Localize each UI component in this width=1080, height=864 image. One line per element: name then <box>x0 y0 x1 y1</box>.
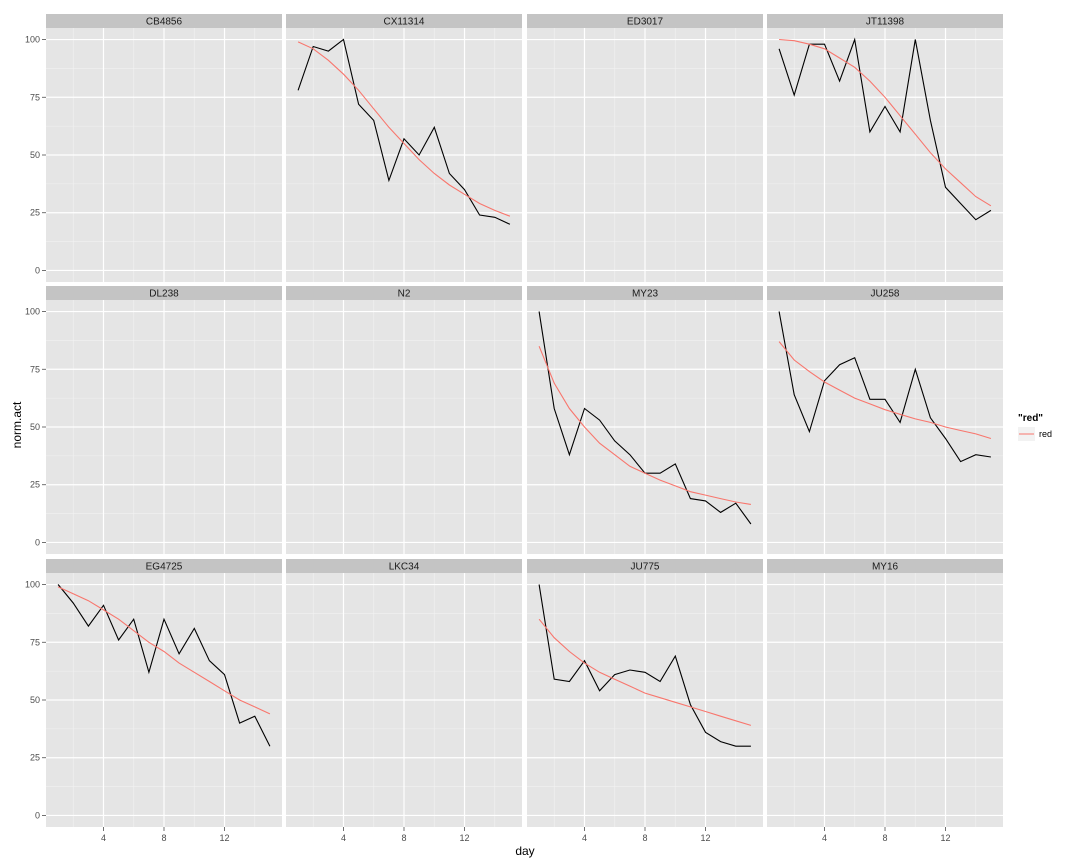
facet-strip-label: JT11398 <box>866 17 905 28</box>
facet-strip-label: CX11314 <box>384 17 425 28</box>
facet-panel: CX11314 <box>286 14 522 282</box>
facet-strip-label: JU258 <box>871 289 900 300</box>
y-tick-label: 100 <box>25 307 40 317</box>
facet-strip <box>527 14 763 28</box>
x-tick-label: 12 <box>941 833 951 843</box>
facet-panel: EG4725 <box>46 559 282 827</box>
x-tick-label: 12 <box>701 833 711 843</box>
y-tick-label: 25 <box>30 480 40 490</box>
x-tick-label: 8 <box>401 833 406 843</box>
fit-series-line <box>779 38 992 207</box>
facet-strip <box>527 559 763 573</box>
facet-panel: JT11398 <box>767 14 1003 282</box>
legend-title: "red" <box>1018 413 1043 424</box>
x-tick-label: 12 <box>220 833 230 843</box>
facet-strip <box>767 559 1003 573</box>
y-tick-label: 50 <box>30 150 40 160</box>
facet-panel: LKC34 <box>286 559 522 827</box>
observed-series-line <box>778 311 991 463</box>
facet-strip <box>527 286 763 300</box>
facet-strip-label: MY23 <box>632 289 659 300</box>
facet-strip <box>46 14 282 28</box>
legend: "red" red <box>1018 413 1052 441</box>
fit-series-line <box>57 586 271 715</box>
facet-strip <box>286 286 522 300</box>
y-tick-label: 75 <box>30 637 40 647</box>
x-axis-title: day <box>515 844 534 858</box>
y-tick-label: 75 <box>30 364 40 374</box>
y-tick-label: 50 <box>30 695 40 705</box>
facet-strip-label: CB4856 <box>146 17 183 28</box>
observed-series-line <box>538 584 751 747</box>
legend-label: red <box>1039 429 1052 439</box>
facet-strip-label: LKC34 <box>389 562 420 573</box>
facet-panel: DL238 <box>46 286 282 554</box>
facet-panel: ED3017 <box>527 14 763 282</box>
y-tick-label: 75 <box>30 92 40 102</box>
facet-strip <box>286 14 522 28</box>
facet-strip <box>767 14 1003 28</box>
facet-panel: N2 <box>286 286 522 554</box>
y-axis-title: norm.act <box>10 401 24 448</box>
x-tick-label: 4 <box>582 833 587 843</box>
y-tick-label: 25 <box>30 753 40 763</box>
y-tick-label: 100 <box>25 35 40 45</box>
fit-series-line <box>538 345 751 505</box>
facet-strip <box>46 286 282 300</box>
fit-series-line <box>538 618 752 726</box>
observed-series-line <box>778 37 992 221</box>
facet-panel: CB4856 <box>46 14 282 282</box>
facet-strip-label: DL238 <box>149 289 179 300</box>
facet-strip-label: ED3017 <box>627 17 664 28</box>
facet-panel: JU258 <box>767 286 1003 554</box>
y-tick-label: 100 <box>25 580 40 590</box>
facet-panel: JU775 <box>527 559 763 827</box>
y-tick-label: 0 <box>35 537 40 547</box>
facet-strip-label: MY16 <box>872 562 899 573</box>
facet-panel: MY16 <box>767 559 1003 827</box>
facet-strip-label: JU775 <box>631 562 660 573</box>
fit-series-line <box>778 341 992 440</box>
facet-strip-label: EG4725 <box>146 562 183 573</box>
facet-strip <box>46 559 282 573</box>
facet-strip <box>286 559 522 573</box>
x-tick-label: 4 <box>101 833 106 843</box>
y-tick-label: 25 <box>30 208 40 218</box>
panels-layer: CB4856 CX11314 ED3017 JT11398 DL238 N2 MY23 JU2… <box>46 14 1003 827</box>
y-tick-label: 0 <box>35 265 40 275</box>
x-tick-label: 8 <box>642 833 647 843</box>
y-tick-label: 50 <box>30 422 40 432</box>
observed-series-line <box>57 584 271 747</box>
axes-layer: 0 25 50 75 100 0 25 50 75 100 0 25 50 75 100 4 8 12 4 8 12 4 8… <box>25 35 951 843</box>
x-tick-label: 4 <box>822 833 827 843</box>
y-tick-label: 0 <box>35 810 40 820</box>
observed-series-line <box>297 38 511 225</box>
x-tick-label: 8 <box>882 833 887 843</box>
x-tick-label: 12 <box>460 833 470 843</box>
fit-series-line <box>297 41 511 217</box>
x-tick-label: 4 <box>341 833 346 843</box>
facet-strip-label: N2 <box>398 289 411 300</box>
facet-strip <box>767 286 1003 300</box>
facet-panel: MY23 <box>527 286 763 554</box>
x-tick-label: 8 <box>161 833 166 843</box>
